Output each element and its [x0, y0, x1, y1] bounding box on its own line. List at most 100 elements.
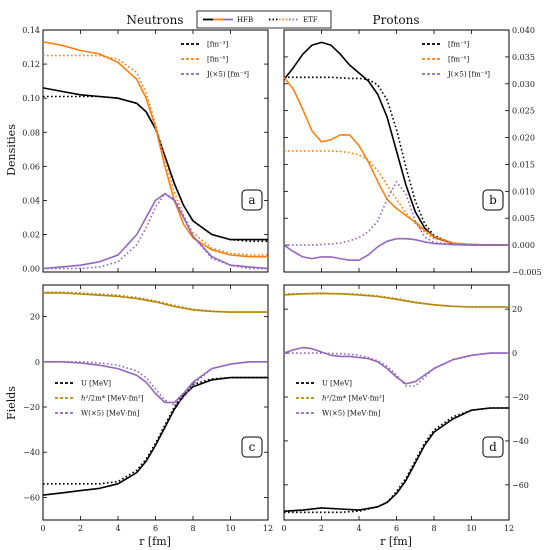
y-tick-label-a-0: 0.00 [22, 265, 40, 274]
y-tick-label-b-3: 0.010 [512, 187, 535, 196]
plot-frame-a [42, 29, 269, 273]
legend-label-c-0: U [MeV] [81, 380, 111, 388]
figure-legend: HFB ETF [196, 10, 332, 29]
column-title-protons: Protons [373, 13, 420, 27]
x-tick-label-c-2: 2 [78, 524, 83, 533]
legend-label-b-2: J(×5) [fm⁻⁴] [447, 71, 490, 79]
column-title-neutrons: Neutrons [127, 13, 184, 27]
legend-label-a-1: [fm⁻⁵] [207, 56, 228, 64]
series-c-u-hfb [42, 376, 268, 496]
y-tick-label-d-0: −60 [512, 481, 529, 490]
series-c-f-hfb [43, 292, 268, 313]
y-tick-label-b-1: 0.000 [512, 241, 535, 250]
y-tick-label-a-7: 0.14 [22, 26, 40, 35]
series-d-w-hfb [283, 346, 509, 385]
series-d-f-etf [284, 292, 509, 308]
legend-label-d-0: U [MeV] [322, 380, 352, 388]
x-tick-label-c-6: 6 [153, 524, 158, 533]
x-tick-label-c-10: 10 [225, 524, 235, 533]
legend-label-a-2: J(×5) [fm⁻⁴] [206, 71, 249, 79]
x-axis-title-1: r [fm] [139, 535, 171, 548]
row-label-densities: Densities [5, 124, 18, 176]
y-tick-label-b-0: −0.005 [512, 268, 542, 277]
x-tick-label-d-12: 12 [504, 524, 514, 533]
legend-label-b-0: [fm⁻³] [448, 41, 469, 49]
series-b-j-etf [284, 180, 509, 246]
x-tick-label-c-12: 12 [263, 524, 273, 533]
series-c-w-etf [43, 360, 268, 406]
y-tick-label-d-1: −40 [512, 437, 529, 446]
y-tick-label-a-5: 0.10 [22, 94, 40, 103]
plot-frame-c [42, 284, 269, 521]
y-tick-label-b-8: 0.035 [512, 53, 535, 62]
x-tick-label-d-6: 6 [394, 524, 399, 533]
legend-label-c-2: W(×5) [MeV·fm] [81, 410, 140, 418]
plot-frame-d [283, 284, 510, 521]
series-c-f-etf [43, 291, 268, 313]
series-d-f-hfb [283, 292, 509, 308]
x-tick-label-d-10: 10 [466, 524, 476, 533]
series-b-hfb [283, 76, 509, 246]
x-tick-label-c-4: 4 [115, 524, 120, 533]
panel-label-box-d [482, 436, 504, 458]
y-tick-label-b-7: 0.030 [512, 80, 535, 89]
y-tick-label-d-4: 20 [512, 305, 522, 314]
x-tick-label-d-8: 8 [431, 524, 436, 533]
panel-c: 0 2 4 6 8 10 12 −60 −40 −20 0 20 U [MeV] ℏ²/2m* [MeV·… [23, 284, 273, 533]
figure-panels: 0.000.020.040.060.080.100.120.14[fm⁻³][f… [22, 26, 541, 533]
y-tick-label-b-9: 0.040 [512, 26, 535, 35]
x-tick-label-c-0: 0 [40, 524, 45, 533]
panel-label-a: a [248, 193, 255, 207]
panel-legend-d: U [MeV] ℏ²/2m* [MeV·fm²] W(×5) [MeV·fm] [296, 380, 385, 418]
panel-legend-a: [fm⁻³] [fm⁻⁵] J(×5) [fm⁻⁴] [181, 41, 249, 79]
y-tick-label-c-3: 0 [35, 358, 40, 367]
series-a-j-hfb [42, 192, 269, 270]
series-d-w-etf [284, 352, 509, 387]
series-a-etf [43, 95, 268, 243]
legend-label-d-1: ℏ²/2m* [MeV·fm²] [322, 395, 385, 403]
x-axis-title-2: r [fm] [380, 535, 412, 548]
series-b-etf [284, 150, 509, 246]
y-tick-label-a-4: 0.08 [22, 128, 40, 137]
figure-titles: Neutrons Protons Densities Fields r [fm] r [f… [5, 13, 419, 548]
series-a-etf [43, 54, 268, 256]
y-tick-label-a-1: 0.02 [22, 231, 40, 240]
panel-legend-c: U [MeV] ℏ²/2m* [MeV·fm²] W(×5) [MeV·fm] [55, 380, 144, 418]
y-tick-label-c-1: −40 [23, 448, 40, 457]
panel-label-b: b [489, 193, 497, 207]
series-b-j-hfb [283, 237, 509, 262]
series-a-hfb [42, 41, 268, 258]
panel-legend-b: [fm⁻³] [fm⁻⁵] J(×5) [fm⁻⁴] [422, 41, 490, 79]
x-tick-label-c-8: 8 [190, 524, 195, 533]
row-label-fields: Fields [5, 386, 18, 420]
y-tick-label-d-2: −20 [512, 393, 529, 402]
y-tick-label-d-3: 0 [512, 349, 517, 358]
y-tick-label-b-6: 0.025 [512, 107, 535, 116]
series-c-w-hfb [43, 360, 268, 404]
y-tick-label-a-6: 0.12 [22, 60, 40, 69]
panel-label-box-c [241, 436, 263, 458]
legend-label-a-0: [fm⁻³] [207, 41, 228, 49]
series-d-u-etf [284, 407, 509, 514]
figure-legend-box [196, 10, 332, 29]
y-tick-label-b-5: 0.020 [512, 134, 535, 143]
series-b-etf [284, 76, 509, 246]
legend-label-b-1: [fm⁻⁵] [448, 56, 469, 64]
x-tick-label-d-0: 0 [281, 524, 286, 533]
y-tick-label-a-2: 0.04 [22, 196, 40, 205]
panel-b: −0.005 0.000 0.005 0.010 0.015 0.020 0.025 0.03… [283, 26, 542, 277]
panel-label-box-b [482, 189, 504, 211]
panel-label-d: d [489, 440, 497, 454]
x-tick-label-d-4: 4 [356, 524, 361, 533]
y-tick-label-b-2: 0.005 [512, 214, 535, 223]
panel-a: 0.000.020.040.060.080.100.120.14[fm⁻³][f… [22, 26, 269, 274]
y-tick-label-c-4: 20 [30, 313, 40, 322]
series-d-u-hfb [283, 407, 509, 512]
series-c-u-etf [43, 376, 268, 485]
y-tick-label-c-0: −60 [23, 493, 40, 502]
legend-label-d-2: W(×5) [MeV·fm] [322, 410, 381, 418]
legend-label-c-1: ℏ²/2m* [MeV·fm²] [81, 395, 144, 403]
panel-d: 0 2 4 6 8 10 12 −60 −40 −20 0 20 U [MeV] ℏ²/2m* [MeV·… [281, 284, 529, 533]
y-tick-label-b-4: 0.015 [512, 160, 535, 169]
